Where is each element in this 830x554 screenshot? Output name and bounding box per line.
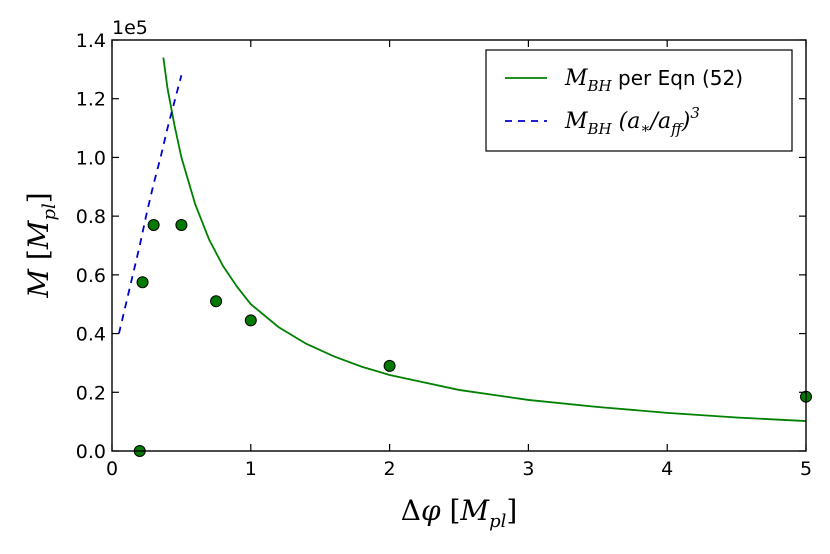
data-point xyxy=(175,218,188,231)
y-offset-text: 1e5 xyxy=(112,17,148,39)
legend-box xyxy=(485,49,793,152)
y-tick-label: 0.2 xyxy=(76,382,106,404)
y-tick-label: 1.2 xyxy=(76,89,106,111)
x-axis-label: Δφ [Mpl] xyxy=(401,494,518,532)
x-tick-label: 0 xyxy=(106,458,118,480)
data-point xyxy=(136,276,149,289)
x-tick-label: 5 xyxy=(800,458,812,480)
points-layer xyxy=(133,218,812,457)
series-layer xyxy=(118,57,806,422)
legend-label-eqn52: MBH per Eqn (52) xyxy=(564,66,743,95)
data-point xyxy=(147,218,160,231)
plot-frame xyxy=(111,39,807,452)
y-tick-label: 1.0 xyxy=(76,147,106,169)
data-point xyxy=(210,295,223,308)
y-tick-label: 0.6 xyxy=(76,265,106,287)
legend: MBH per Eqn (52) MBH (a∗/aff)3 xyxy=(485,49,793,152)
legend-label-ratio: MBH (a∗/aff)3 xyxy=(564,104,700,138)
y-tick-label: 1.4 xyxy=(76,30,106,52)
y-tick-label: 0.4 xyxy=(76,324,106,346)
y-tick-label: 0.8 xyxy=(76,206,106,228)
x-tick-label: 3 xyxy=(522,458,534,480)
x-tick-label: 4 xyxy=(661,458,673,480)
x-tick-label: 1 xyxy=(245,458,257,480)
data-point xyxy=(244,314,257,327)
x-tick-label: 2 xyxy=(384,458,396,480)
ticks-layer: 0 1 2 3 4 5 0.0 0.2 0.4 0.6 0.8 1.0 1.2 1.4 xyxy=(76,30,812,480)
y-tick-label: 0.0 xyxy=(76,441,106,463)
data-point xyxy=(383,359,396,372)
series-line-0 xyxy=(162,57,806,422)
y-axis-label: M [Mpl] xyxy=(22,192,60,298)
series-line-1 xyxy=(118,75,183,334)
